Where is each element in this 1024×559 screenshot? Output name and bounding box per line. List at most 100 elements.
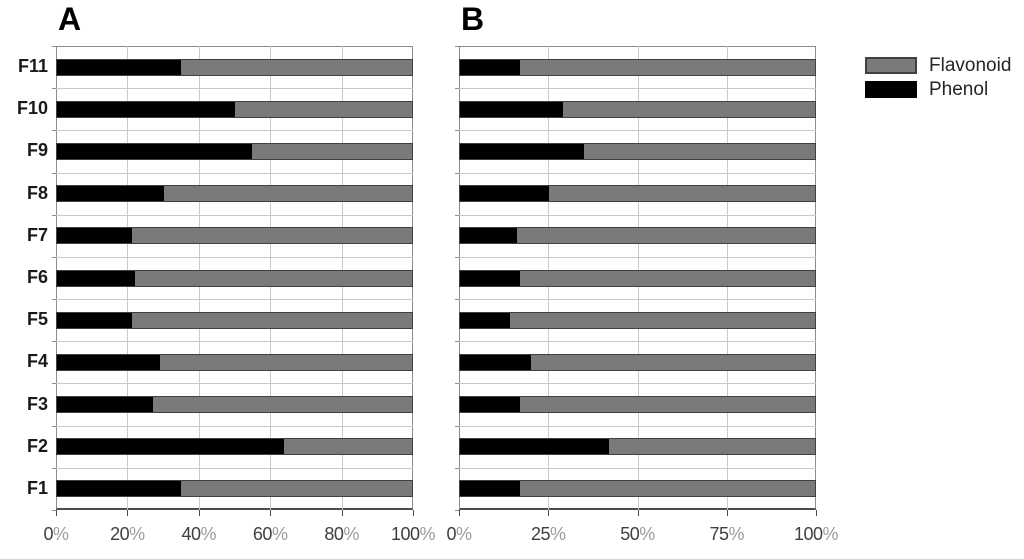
category-tick [52, 467, 56, 469]
bar-f5-phenol-segment [57, 312, 132, 328]
category-tick [455, 383, 459, 385]
x-tick-label-0%: 0% [43, 524, 69, 544]
x-tick-label-100%: 100% [793, 524, 839, 544]
category-tick [455, 214, 459, 216]
panel-a-title: A [58, 1, 82, 37]
category-boundary-line [56, 130, 413, 132]
phenol-swatch [865, 81, 917, 98]
category-tick [455, 256, 459, 258]
category-label-f5: F5 [26, 309, 48, 330]
axis-tick-80% [341, 510, 343, 516]
category-tick [455, 510, 459, 511]
bar-f3 [56, 396, 413, 414]
axis-tick-60% [270, 510, 272, 516]
axis-tick-75% [726, 510, 728, 516]
category-boundary-line [459, 425, 816, 427]
bar-f1-phenol-segment [57, 481, 182, 497]
category-boundary-line [56, 256, 413, 258]
x-tick-label-80%: 80% [324, 524, 359, 544]
bar-f11-phenol-segment [57, 59, 182, 75]
x-tick-label-50%: 50% [620, 524, 655, 544]
bar-f6 [459, 269, 816, 287]
panel-b-title: B [461, 1, 485, 37]
category-tick [455, 467, 459, 469]
category-boundary-line [56, 341, 413, 343]
bar-f1 [459, 480, 816, 498]
bar-f3-phenol-segment [57, 397, 153, 413]
bar-f5-phenol-segment [460, 312, 510, 328]
x-tick-label-0%: 0% [446, 524, 472, 544]
category-label-f1: F1 [26, 477, 48, 498]
category-boundary-line [56, 214, 413, 216]
bar-f7 [56, 227, 413, 245]
bar-f5 [56, 311, 413, 329]
category-tick [52, 383, 56, 385]
bar-f8-phenol-segment [460, 186, 549, 202]
axis-tick-100% [816, 510, 817, 516]
category-boundary-line [459, 383, 816, 385]
bar-f2 [459, 438, 816, 456]
category-boundary-line [56, 299, 413, 301]
bar-f9-phenol-segment [57, 143, 253, 159]
bar-f4 [56, 353, 413, 371]
category-boundary-line [56, 88, 413, 90]
axis-tick-100% [413, 510, 414, 516]
category-tick [52, 130, 56, 132]
category-tick [455, 425, 459, 427]
category-tick [52, 88, 56, 90]
category-label-f4: F4 [26, 351, 48, 372]
category-boundary-line [459, 88, 816, 90]
category-boundary-line [459, 467, 816, 469]
category-boundary-line [459, 214, 816, 216]
bar-f8 [56, 185, 413, 203]
category-tick [455, 46, 459, 47]
axis-tick-50% [637, 510, 639, 516]
legend-item-phenol: Phenol [865, 80, 1011, 99]
axis-tick-0% [459, 510, 460, 516]
category-boundary-line [56, 383, 413, 385]
bar-f7 [459, 227, 816, 245]
category-tick [455, 172, 459, 174]
axis-tick-20% [127, 510, 129, 516]
bar-f9-phenol-segment [460, 143, 585, 159]
legend: Flavonoid Phenol [865, 56, 1011, 105]
category-label-f6: F6 [26, 267, 48, 287]
category-tick [455, 341, 459, 343]
category-tick [52, 214, 56, 216]
flavonoid-swatch [865, 57, 917, 74]
bar-f2-phenol-segment [57, 439, 285, 455]
x-tick-label-75%: 75% [709, 524, 745, 544]
axis-tick-40% [198, 510, 200, 516]
category-label-f9: F9 [26, 140, 48, 161]
bar-f6 [56, 269, 413, 287]
bar-f7-phenol-segment [460, 228, 517, 244]
category-tick [52, 425, 56, 427]
bar-f3 [459, 396, 816, 414]
bar-f2-phenol-segment [460, 439, 610, 455]
x-tick-label-25%: 25% [530, 524, 566, 544]
category-tick [455, 88, 459, 90]
category-tick [52, 256, 56, 258]
bar-f11 [459, 58, 816, 76]
x-tick-label-100%: 100% [390, 524, 436, 544]
bar-f4-phenol-segment [57, 354, 160, 370]
bar-f8-phenol-segment [57, 186, 164, 202]
category-tick [52, 341, 56, 343]
category-label-f8: F8 [26, 182, 48, 203]
x-tick-label-60%: 60% [252, 524, 288, 544]
category-boundary-line [459, 299, 816, 301]
category-boundary-line [56, 467, 413, 469]
category-tick [52, 510, 56, 511]
bar-f4 [459, 353, 816, 371]
bar-f6-phenol-segment [57, 270, 136, 286]
x-tick-label-20%: 20% [110, 524, 145, 544]
bar-f4-phenol-segment [460, 354, 531, 370]
bar-f5 [459, 311, 816, 329]
category-tick [52, 299, 56, 301]
bar-f9 [459, 142, 816, 160]
category-tick [52, 172, 56, 174]
bar-f1-phenol-segment [460, 481, 521, 497]
bar-f9 [56, 142, 413, 160]
category-boundary-line [459, 172, 816, 174]
